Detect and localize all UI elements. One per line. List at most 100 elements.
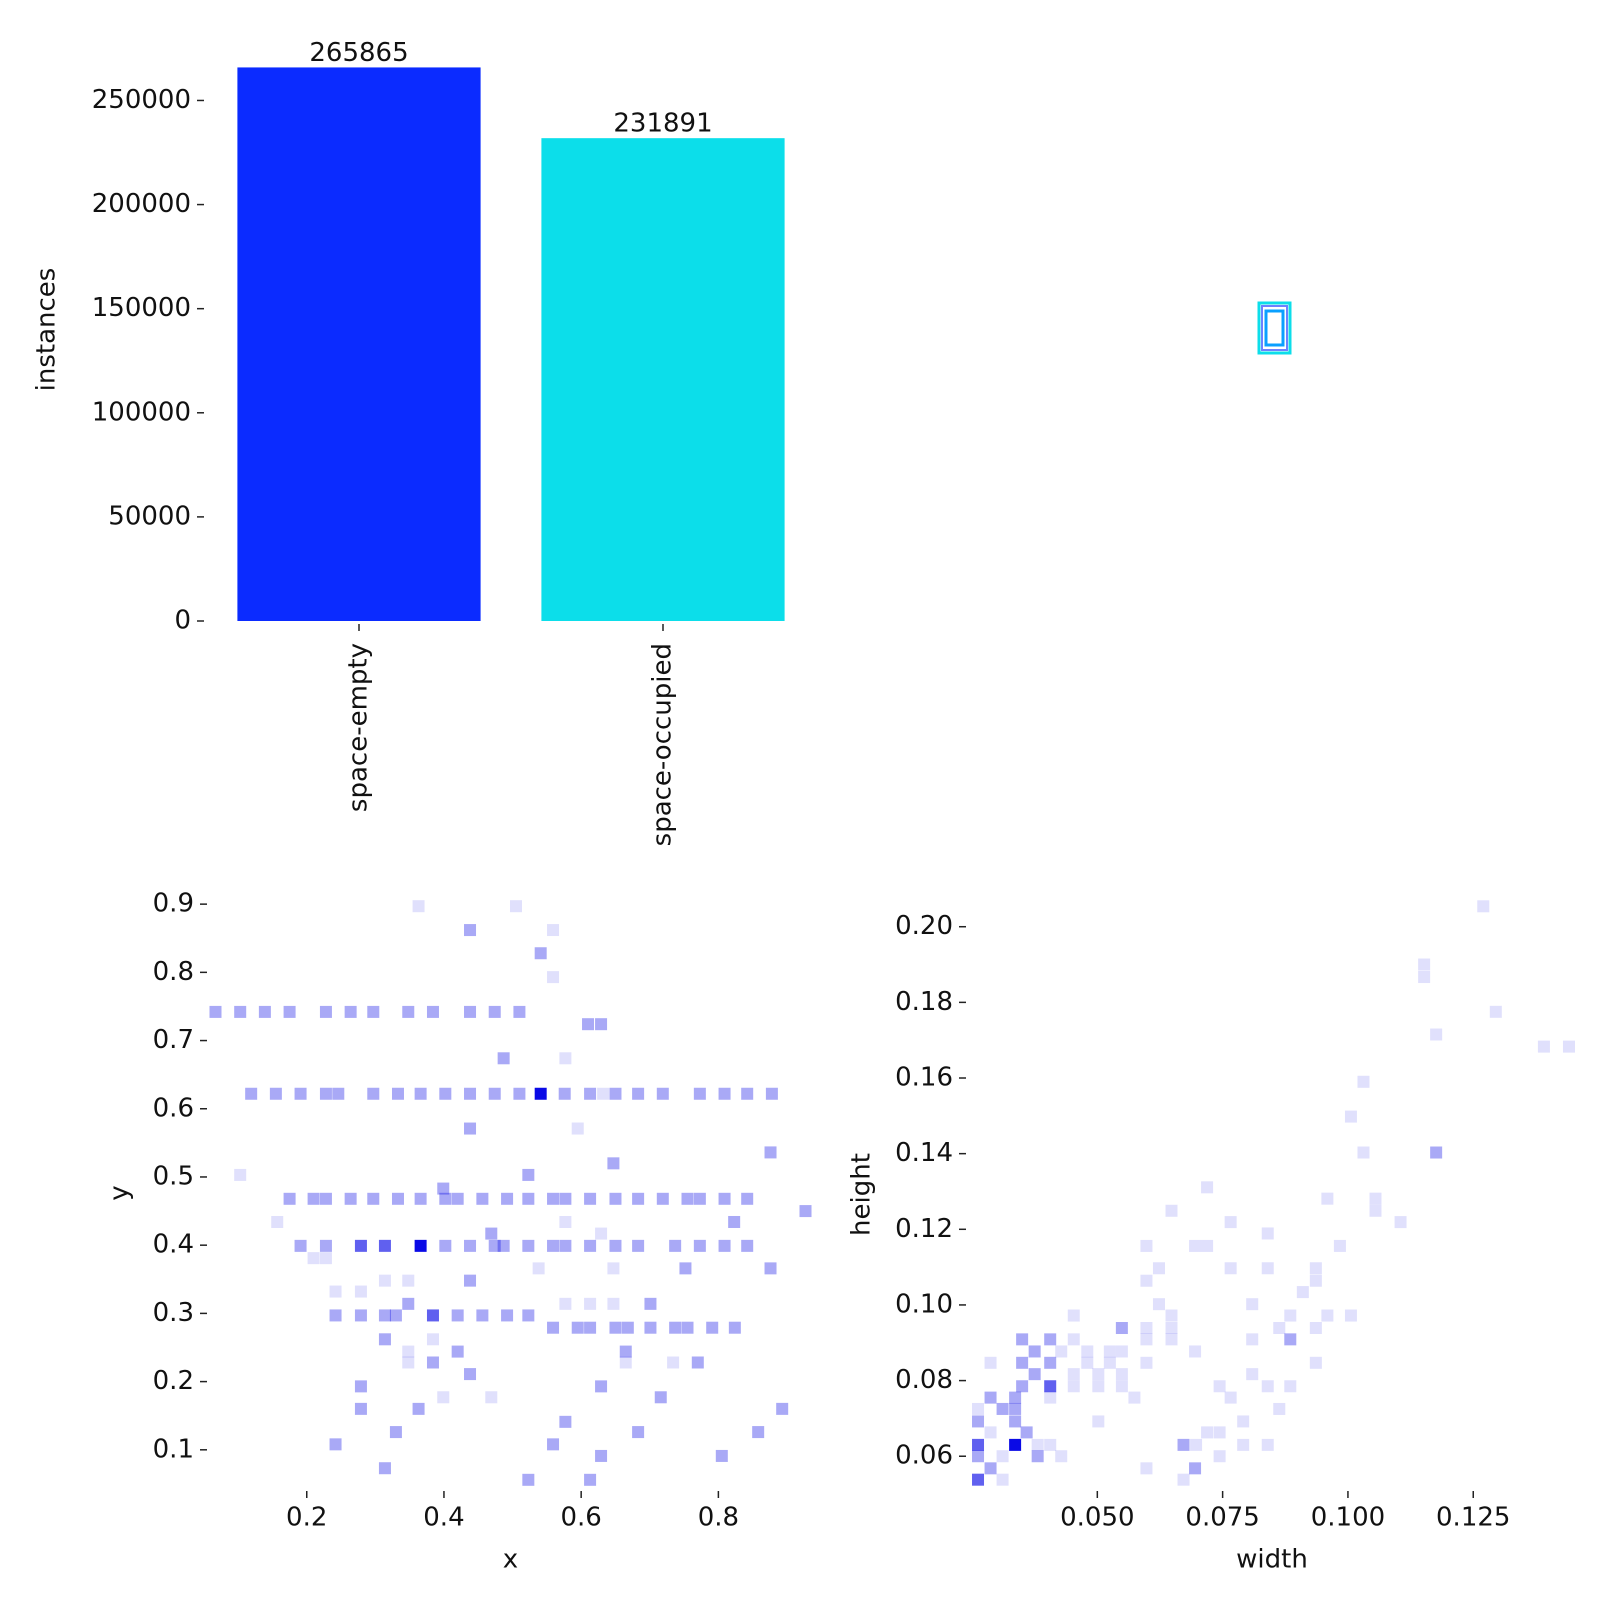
hist-cell	[632, 1239, 645, 1252]
hist-cell	[582, 1018, 595, 1031]
hist-cell	[1246, 1333, 1259, 1346]
hist-cell	[389, 1426, 402, 1439]
hist-cell	[439, 1192, 452, 1205]
hist-cell	[1044, 1391, 1057, 1404]
hist-cell	[1165, 1309, 1178, 1322]
hist-cell	[1009, 1438, 1022, 1451]
hist-cell	[1067, 1333, 1080, 1346]
hist-cell	[609, 1321, 622, 1334]
hist-cell	[329, 1309, 342, 1322]
hist-cell	[654, 1391, 667, 1404]
hist-cell	[488, 1087, 501, 1100]
hist-cell	[319, 1087, 332, 1100]
hist-cell	[1562, 1040, 1575, 1053]
y-tick-label: 0.1	[153, 1434, 194, 1464]
hist-cell	[1031, 1438, 1044, 1451]
hist-cell	[559, 1297, 572, 1310]
hist-cell	[1140, 1322, 1153, 1335]
x-tick-label: 0.6	[560, 1503, 601, 1533]
hist-cell	[1165, 1204, 1178, 1217]
hist-cell	[547, 1321, 560, 1334]
hist-cell	[1128, 1391, 1141, 1404]
hist-cell	[972, 1450, 985, 1463]
hist-cell	[691, 1356, 704, 1369]
hist-cell	[558, 1087, 571, 1100]
y-tick-label: 0.10	[895, 1289, 953, 1319]
hist-cell	[437, 1391, 450, 1404]
hist-cell	[693, 1239, 706, 1252]
hist-cell	[437, 1182, 450, 1195]
hist-cell	[534, 1087, 547, 1100]
hist-cell	[378, 1333, 391, 1346]
hist-cell	[669, 1239, 682, 1252]
hist-cell	[1489, 1005, 1502, 1018]
x-tick-label: 0.050	[1060, 1503, 1134, 1533]
hist-cell	[464, 1122, 477, 1135]
hist-cell	[1115, 1368, 1128, 1381]
hist-cell	[1284, 1333, 1297, 1346]
hist-cell	[1309, 1322, 1322, 1335]
hist-cell	[344, 1192, 357, 1205]
hist-cell	[1140, 1462, 1153, 1475]
hist-cell	[451, 1345, 464, 1358]
hist-cell	[1201, 1239, 1214, 1252]
hist-cell	[1055, 1345, 1068, 1358]
hist-cell	[1140, 1274, 1153, 1287]
hist-cell	[1246, 1368, 1259, 1381]
hist-cell	[728, 1215, 741, 1228]
hist-cell	[513, 1005, 526, 1018]
hist-cell	[1103, 1345, 1116, 1358]
hist-cell	[1092, 1380, 1105, 1393]
hist-cell	[1189, 1239, 1202, 1252]
hist-cell	[1224, 1216, 1237, 1229]
y-tick-label: 200000	[92, 189, 191, 219]
hist-cell	[1284, 1309, 1297, 1322]
box-overlay	[1257, 301, 1292, 355]
hist-cell	[1261, 1380, 1274, 1393]
hist-cell	[234, 1005, 247, 1018]
hist-cell	[307, 1192, 320, 1205]
hist-cell	[595, 1449, 608, 1462]
hist-cell	[522, 1192, 535, 1205]
hist-cell	[632, 1087, 645, 1100]
hist-cell	[378, 1309, 391, 1322]
hist-cell	[996, 1473, 1009, 1486]
hist-cell	[584, 1297, 597, 1310]
hist-cell	[1009, 1402, 1022, 1415]
hist-cell	[234, 1168, 247, 1181]
hist-cell	[367, 1005, 380, 1018]
hist-cell	[378, 1274, 391, 1287]
hist-cell	[269, 1087, 282, 1100]
hist-cell	[584, 1087, 597, 1100]
hist-cell	[547, 971, 560, 984]
hist-cell	[485, 1227, 498, 1240]
hist-cell	[547, 1192, 560, 1205]
hist-cell	[1044, 1380, 1057, 1393]
hist-cell	[1296, 1286, 1309, 1299]
y-tick-label: 0.6	[153, 1093, 194, 1123]
hist-cell	[1344, 1110, 1357, 1123]
hist-cell	[656, 1192, 669, 1205]
hist-cell	[402, 1005, 415, 1018]
hist-cell	[764, 1262, 777, 1275]
hist-cell	[319, 1239, 332, 1252]
bar	[237, 67, 481, 621]
hist-cell	[799, 1205, 812, 1218]
hist-cell	[1028, 1345, 1041, 1358]
hist-cell	[632, 1426, 645, 1439]
hist-cell	[972, 1402, 985, 1415]
hist-cell	[776, 1402, 789, 1415]
hist-cell	[367, 1192, 380, 1205]
hist-cell	[996, 1402, 1009, 1415]
hist-cell	[632, 1192, 645, 1205]
y-tick-label: 0.7	[153, 1025, 194, 1055]
hist-cell	[402, 1345, 415, 1358]
hist-cell	[996, 1450, 1009, 1463]
hist-cell	[1044, 1356, 1057, 1369]
hist-cell	[1344, 1309, 1357, 1322]
hist-cell	[1115, 1380, 1128, 1393]
hist-cell	[972, 1473, 985, 1486]
hist-cell	[1016, 1356, 1029, 1369]
y-tick-label: 0.12	[895, 1214, 953, 1244]
